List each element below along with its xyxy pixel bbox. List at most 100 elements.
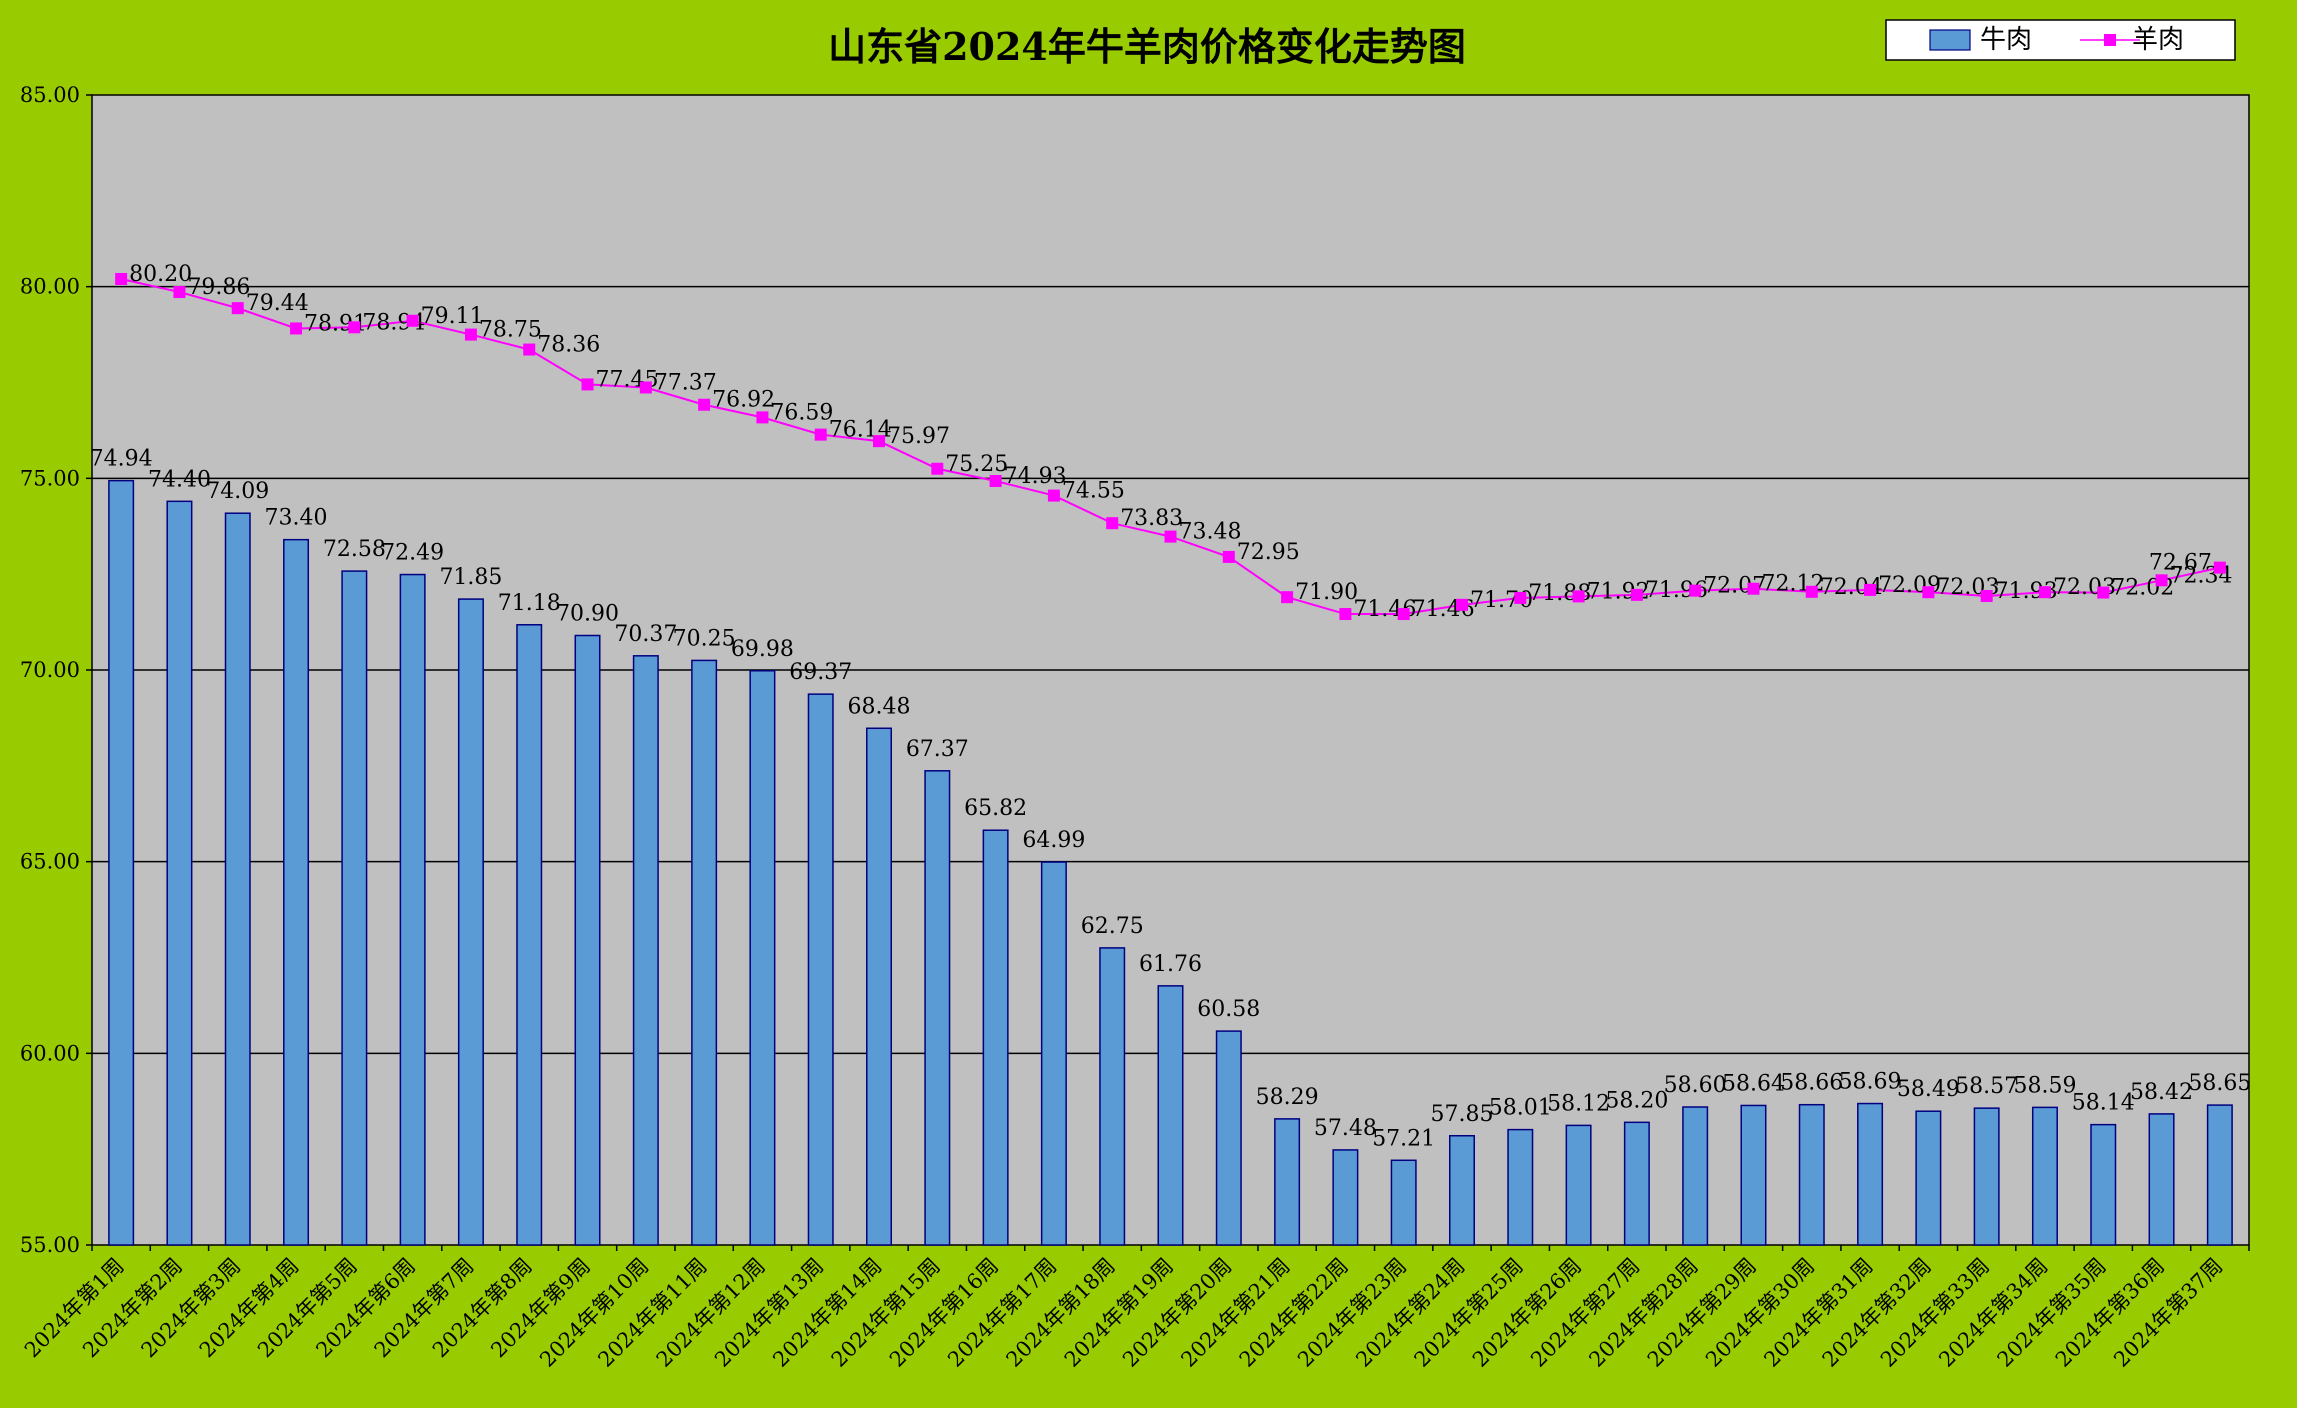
bar-data-label: 71.18 — [498, 591, 561, 616]
line-point-mutton — [1397, 608, 1410, 621]
bar-beef — [1565, 1124, 1592, 1246]
bar-beef — [399, 573, 426, 1246]
bar-data-label: 58.60 — [1664, 1073, 1727, 1098]
legend-swatch-beef — [1929, 29, 1971, 51]
bar-data-label: 58.20 — [1605, 1088, 1668, 1113]
bar-data-label: 72.58 — [323, 537, 386, 562]
line-point-mutton — [1747, 582, 1760, 595]
line-point-mutton — [1864, 583, 1877, 596]
y-axis: 55.00 60.00 65.00 70.00 75.00 80.00 85.00 — [20, 83, 92, 1257]
bar-beef — [924, 770, 951, 1246]
line-data-label: 79.86 — [187, 275, 250, 300]
bar-data-label: 72.49 — [381, 541, 444, 566]
bar-beef — [2031, 1106, 2058, 1246]
bar-beef — [1390, 1159, 1417, 1246]
line-data-label: 76.59 — [770, 400, 833, 425]
line-data-label: 74.93 — [1004, 464, 1067, 489]
line-point-mutton — [873, 435, 886, 448]
line-data-label: 72.67 — [2149, 551, 2212, 576]
line-point-mutton — [1980, 590, 1993, 603]
bar-data-label: 64.99 — [1022, 828, 1085, 853]
bar-data-label: 58.57 — [1955, 1074, 2018, 1099]
bar-beef — [1157, 985, 1184, 1246]
bar-data-label: 58.49 — [1897, 1077, 1960, 1102]
bar-beef — [1623, 1121, 1650, 1246]
bar-beef — [807, 693, 834, 1246]
bar-data-label: 58.29 — [1256, 1085, 1319, 1110]
bar-data-label: 58.65 — [2188, 1071, 2251, 1096]
line-point-mutton — [115, 273, 128, 285]
bar-data-label: 61.76 — [1139, 952, 1202, 977]
line-data-label: 71.90 — [1295, 580, 1358, 605]
line-point-mutton — [464, 328, 477, 341]
gridlines — [92, 285, 2249, 1055]
bar-data-label: 74.94 — [90, 447, 153, 472]
bar-beef — [1915, 1110, 1942, 1246]
y-tick-label: 85.00 — [20, 83, 80, 107]
line-data-label: 79.44 — [246, 291, 309, 316]
line-point-mutton — [1572, 590, 1585, 603]
line-data-label: 79.11 — [421, 304, 484, 329]
line-point-mutton — [1281, 591, 1294, 604]
bar-data-label: 57.85 — [1430, 1102, 1493, 1127]
line-point-mutton — [406, 314, 419, 327]
bar-beef — [1857, 1102, 1884, 1246]
bar-beef — [516, 624, 543, 1246]
bar-beef — [1448, 1135, 1475, 1246]
bar-beef — [1740, 1104, 1767, 1246]
bar-data-label: 58.01 — [1489, 1096, 1552, 1121]
line-point-mutton — [1514, 591, 1527, 604]
bar-beef — [982, 829, 1009, 1246]
bar-beef — [283, 538, 310, 1246]
bar-data-label: 74.09 — [206, 479, 269, 504]
legend: 牛肉 羊肉 — [1885, 19, 2236, 61]
bar-data-label: 73.40 — [265, 506, 328, 531]
line-point-mutton — [814, 428, 827, 441]
bar-data-label: 69.37 — [789, 660, 852, 685]
line-data-label: 74.55 — [1062, 479, 1125, 504]
y-tick-label: 80.00 — [20, 275, 80, 299]
bar-data-label: 58.66 — [1780, 1071, 1843, 1096]
line-data-label: 80.20 — [129, 262, 192, 287]
line-data-label: 78.75 — [479, 318, 542, 343]
bar-data-label: 57.21 — [1372, 1126, 1435, 1151]
bar-beef — [108, 479, 135, 1246]
line-point-mutton — [1630, 588, 1643, 601]
bar-beef — [1332, 1149, 1359, 1246]
bar-beef — [1215, 1030, 1242, 1246]
legend-label-mutton: 羊肉 — [2132, 25, 2184, 55]
bar-data-label: 70.90 — [556, 602, 619, 627]
line-data-label: 75.97 — [887, 424, 950, 449]
bar-data-label: 58.42 — [2130, 1080, 2193, 1105]
line-point-mutton — [989, 475, 1002, 488]
bar-beef — [1274, 1118, 1301, 1246]
x-tick-label: 2024年第1周 — [20, 1254, 129, 1363]
bar-beef — [1040, 861, 1067, 1246]
line-data-label: 73.83 — [1120, 506, 1183, 531]
bar-beef — [166, 500, 193, 1246]
bar-beef — [1099, 947, 1126, 1246]
line-point-mutton — [581, 378, 594, 391]
line-point-mutton — [173, 286, 186, 299]
bar-data-label: 74.40 — [148, 467, 211, 492]
chart-title: 山东省2024年牛羊肉价格变化走势图 — [828, 24, 1466, 69]
line-point-mutton — [931, 462, 944, 475]
line-point-mutton — [348, 321, 361, 334]
bar-beef — [2206, 1104, 2233, 1246]
line-data-label: 78.36 — [537, 333, 600, 358]
bar-data-label: 57.48 — [1314, 1116, 1377, 1141]
bar-data-label: 62.75 — [1081, 914, 1144, 939]
bar-data-label: 60.58 — [1197, 997, 1260, 1022]
bar-data-label: 71.85 — [439, 565, 502, 590]
line-point-mutton — [2097, 586, 2110, 599]
line-point-mutton — [756, 411, 769, 424]
bar-beef — [1798, 1103, 1825, 1246]
bar-data-label: 69.98 — [731, 637, 794, 662]
bar-beef — [632, 655, 659, 1246]
line-point-mutton — [1689, 584, 1702, 597]
line-data-label: 75.25 — [945, 452, 1008, 477]
bar-beef — [457, 598, 484, 1246]
line-point-mutton — [698, 398, 711, 411]
